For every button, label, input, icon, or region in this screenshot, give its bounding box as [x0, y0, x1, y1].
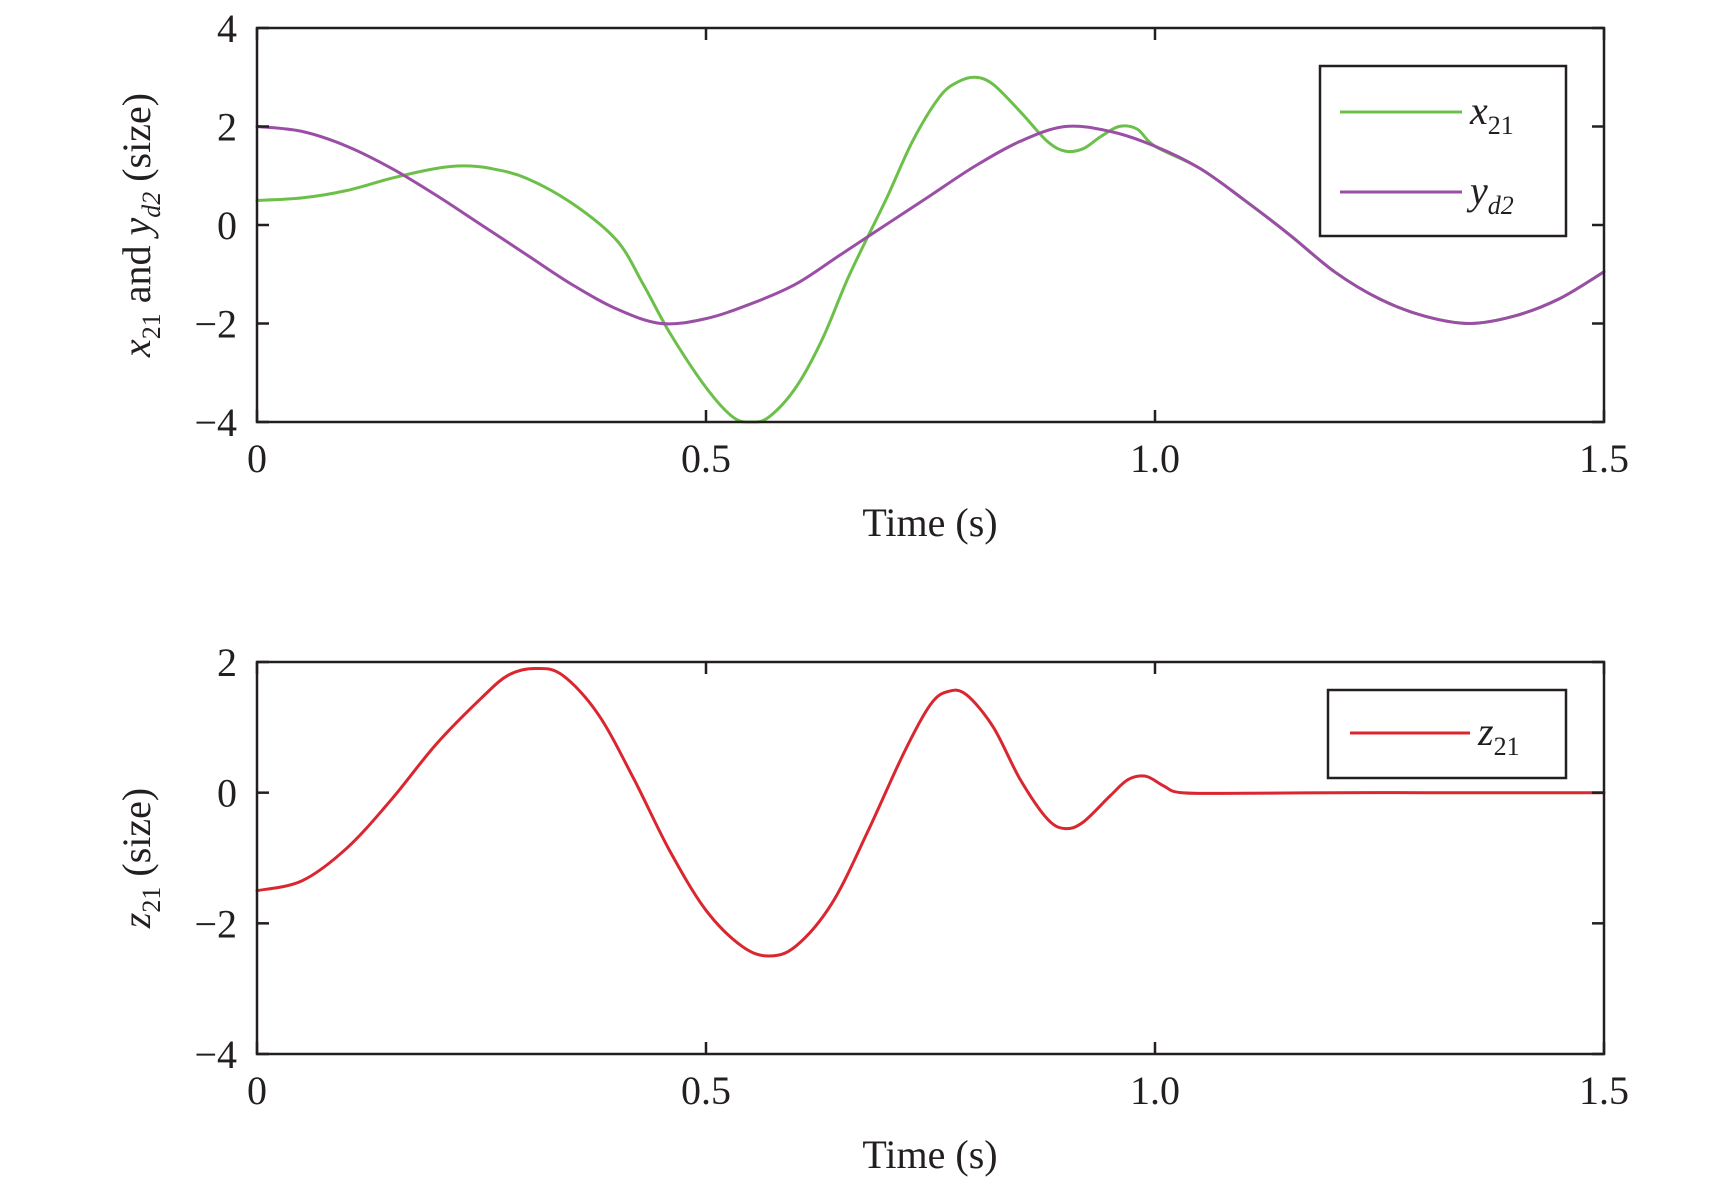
y-tick-label: 0 [217, 203, 237, 248]
y-tick-label: −4 [194, 400, 237, 445]
series-line-yd2 [255, 124, 1606, 326]
bottom-tick-marks [255, 660, 1606, 1056]
top-legend-box [1318, 64, 1568, 238]
top-x-tick-labels: 0 0.5 1.0 1.5 [247, 436, 1629, 481]
top-x-axis-label: Time (s) [862, 500, 997, 545]
y-tick-label: 2 [217, 105, 237, 150]
legend-label-yd2: yd2 [1466, 168, 1514, 220]
x-tick-label: 0 [247, 1068, 267, 1113]
bottom-plot-frame [255, 660, 1606, 1056]
bottom-x-axis-label: Time (s) [862, 1132, 997, 1177]
bottom-chart-panel: −4 −2 0 2 0 0.5 1.0 1.5 Time (s) z21 (size) z2… [114, 640, 1629, 1177]
top-y-axis-label: x21 and yd2 (size) [114, 93, 166, 358]
x-tick-label: 1.0 [1130, 436, 1180, 481]
top-legend: x21 yd2 [1318, 64, 1568, 238]
bottom-y-tick-labels: −4 −2 0 2 [194, 640, 237, 1077]
y-tick-label: 4 [217, 6, 237, 51]
bottom-legend: z21 [1326, 688, 1568, 780]
top-chart-panel: −4 −2 0 2 4 0 0.5 1.0 1.5 Time (s) x21 and yd2 … [114, 6, 1629, 545]
x-tick-label: 1.5 [1579, 1068, 1629, 1113]
top-tick-marks [255, 26, 1606, 424]
series-line-z21 [255, 666, 1606, 958]
top-series-lines [255, 75, 1606, 424]
bottom-x-tick-labels: 0 0.5 1.0 1.5 [247, 1068, 1629, 1113]
y-tick-label: 2 [217, 640, 237, 685]
y-tick-label: −4 [194, 1032, 237, 1077]
x-tick-label: 1.0 [1130, 1068, 1180, 1113]
y-tick-label: 0 [217, 771, 237, 816]
y-tick-label: −2 [194, 901, 237, 946]
legend-label-x21: x21 [1469, 88, 1514, 140]
bottom-y-axis-label: z21 (size) [114, 788, 166, 929]
top-y-tick-labels: −4 −2 0 2 4 [194, 6, 237, 445]
y-tick-label: −2 [194, 302, 237, 347]
x-tick-label: 0 [247, 436, 267, 481]
legend-label-z21: z21 [1477, 709, 1520, 761]
x-tick-label: 0.5 [681, 1068, 731, 1113]
x-tick-label: 0.5 [681, 436, 731, 481]
bottom-series-lines [255, 666, 1606, 958]
x-tick-label: 1.5 [1579, 436, 1629, 481]
